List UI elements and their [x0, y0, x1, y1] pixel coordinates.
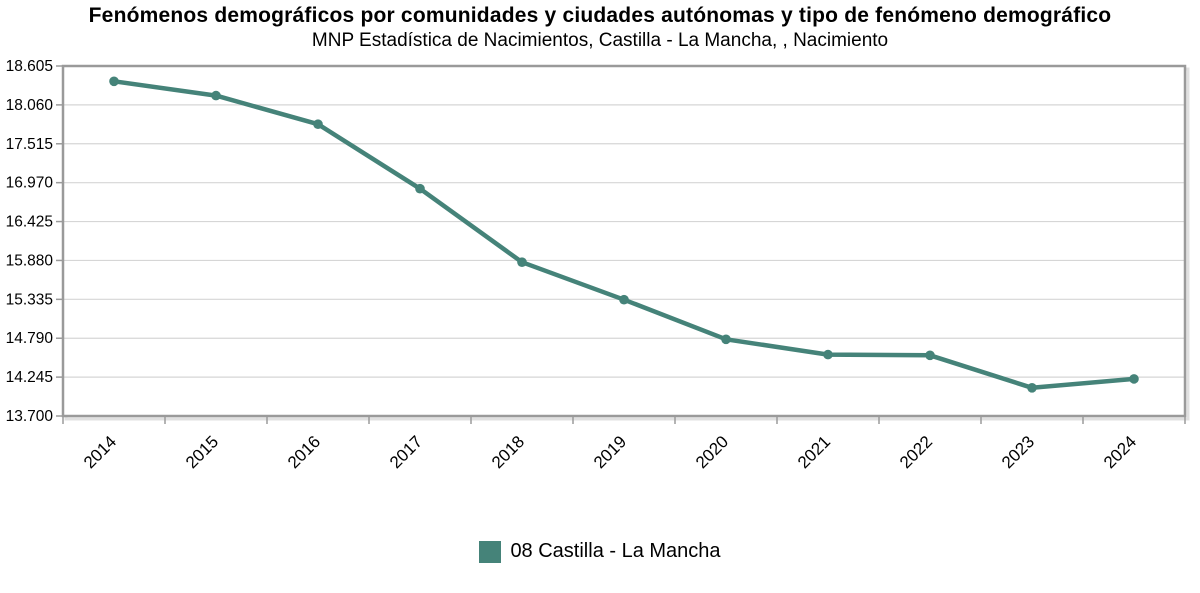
- data-point[interactable]: [415, 183, 425, 194]
- plot-border: [61, 64, 1187, 418]
- plot-background: [63, 66, 1185, 416]
- data-point[interactable]: [823, 349, 833, 360]
- line-chart-svg: 18.605 18.060 17.515 16.970 16.425 15.880 15.3…: [6, 58, 1190, 472]
- data-point[interactable]: [313, 119, 323, 129]
- data-point[interactable]: [517, 257, 527, 268]
- data-point[interactable]: [721, 334, 731, 345]
- y-tick-label: 18.605: [6, 58, 53, 75]
- x-tick-label: 2024: [1100, 432, 1140, 472]
- y-tick-label: 18.060: [6, 97, 54, 114]
- x-tick-label: 2019: [590, 432, 630, 472]
- x-tick-label: 2015: [182, 432, 222, 472]
- y-tick-label: 15.880: [6, 252, 54, 269]
- y-tick-label: 13.700: [6, 408, 54, 425]
- x-tick-label: 2017: [386, 432, 426, 472]
- data-point[interactable]: [1129, 374, 1139, 384]
- data-point[interactable]: [109, 76, 119, 87]
- legend: 08 Castilla - La Mancha: [0, 540, 1200, 563]
- y-tick-label: 14.790: [6, 330, 54, 347]
- x-tick-label: 2020: [692, 432, 732, 472]
- y-tick-label: 14.245: [6, 369, 53, 386]
- chart-title: Fenómenos demográficos por comunidades y…: [88, 4, 1112, 27]
- data-point[interactable]: [925, 350, 935, 361]
- x-tick-label: 2018: [488, 432, 528, 472]
- x-tick-label: 2016: [284, 432, 324, 472]
- x-tick-label: 2022: [896, 432, 936, 472]
- data-point[interactable]: [619, 294, 629, 305]
- y-tick-label: 15.335: [6, 291, 53, 308]
- line-chart-plot: 18.605 18.060 17.515 16.970 16.425 15.880 15.3…: [6, 58, 1190, 472]
- y-tick-label: 16.425: [6, 214, 53, 231]
- x-tick-label: 2023: [998, 432, 1038, 472]
- x-tick-label: 2021: [794, 432, 834, 472]
- data-point[interactable]: [1027, 383, 1037, 393]
- x-tick-label: 2014: [80, 432, 120, 472]
- y-tick-label: 16.970: [6, 175, 54, 192]
- y-tick-label: 17.515: [6, 136, 53, 153]
- legend-swatch[interactable]: [479, 540, 502, 563]
- chart-subtitle: MNP Estadística de Nacimientos, Castilla…: [311, 30, 889, 51]
- legend-label[interactable]: 08 Castilla - La Mancha: [510, 540, 721, 562]
- data-point[interactable]: [211, 90, 221, 101]
